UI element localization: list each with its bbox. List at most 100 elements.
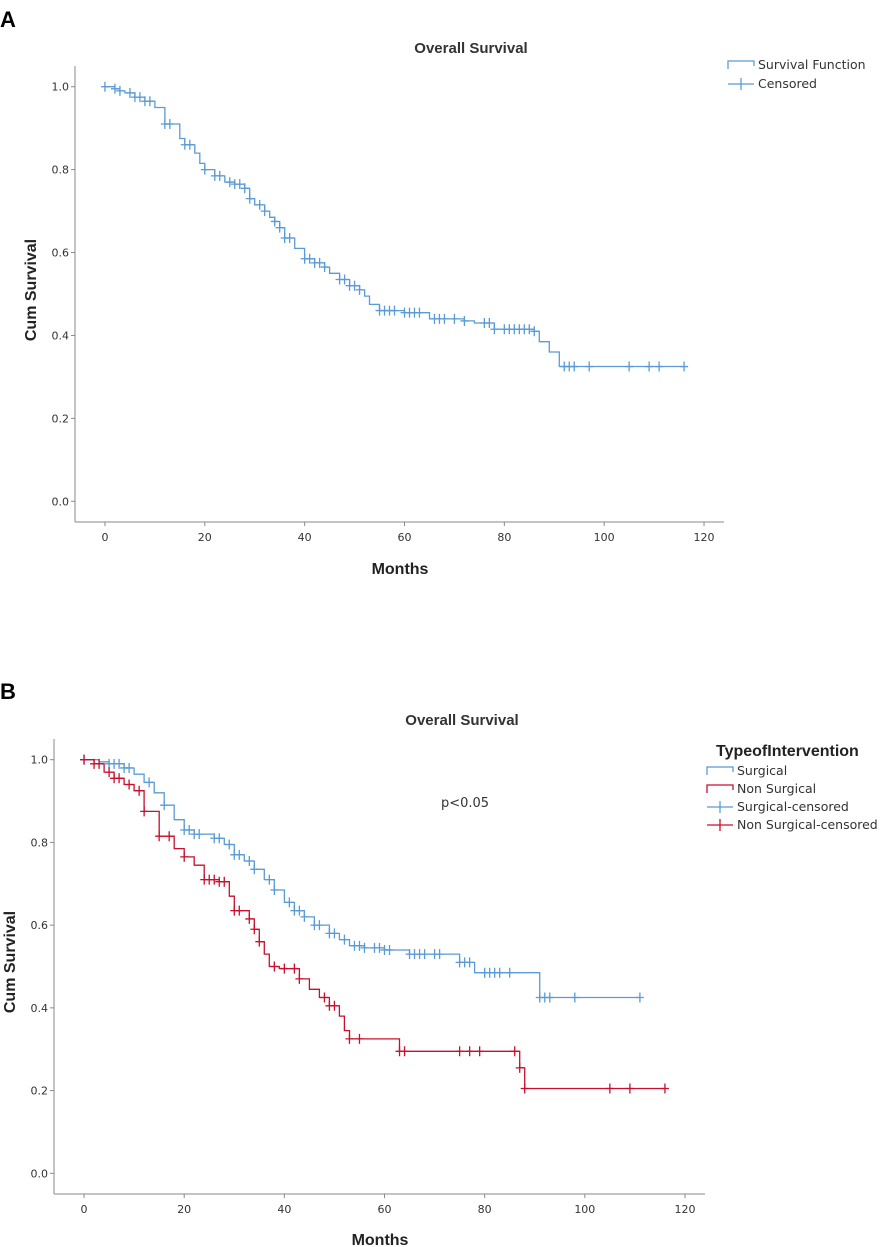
censored-mark (285, 897, 294, 908)
legend-entry: Non Surgical-censored (737, 817, 878, 832)
x-tick-label: 100 (574, 1203, 595, 1216)
censored-mark (340, 274, 349, 285)
censored-mark (400, 1046, 409, 1057)
censored-mark (435, 949, 444, 960)
chart-panel-a: A Overall Survival 0.0 0.2 0.4 0.6 0.8 1.0 0 20 40… (0, 7, 866, 578)
legend-censored-icon (707, 819, 733, 831)
censored-mark (215, 833, 224, 844)
censored-mark (530, 326, 539, 337)
censored-mark (315, 920, 324, 931)
censored-mark (440, 313, 449, 324)
censored-mark (280, 963, 289, 974)
censored-mark (645, 361, 654, 372)
censored-mark (315, 257, 324, 268)
censored-mark (225, 177, 234, 188)
censored-mark (485, 318, 494, 329)
censored-mark (80, 754, 89, 765)
censored-mark (160, 800, 169, 811)
legend-entry: Surgical (737, 763, 787, 778)
panel-label: B (0, 679, 16, 704)
censored-mark (235, 905, 244, 916)
censored-mark (320, 992, 329, 1003)
censored-mark (115, 758, 124, 769)
censored-mark (295, 905, 304, 916)
censored-mark (145, 777, 154, 788)
censored-mark (515, 1062, 524, 1073)
censored-mark (635, 992, 644, 1003)
censored-mark (125, 779, 134, 790)
chart-panel-b: B Overall Survival 0.0 0.2 0.4 0.6 0.8 1.0 0 20 40… (0, 679, 878, 1247)
legend-entry: Survival Function (758, 57, 866, 72)
legend-step-icon (706, 766, 734, 775)
censored-mark (235, 179, 244, 190)
x-tick-label: 120 (694, 531, 715, 544)
y-tick-label: 0.0 (31, 1167, 49, 1180)
censored-mark (340, 934, 349, 945)
survival-curve-survival-function (105, 86, 685, 368)
censored-mark (185, 139, 194, 150)
survival-curve-surgical (84, 759, 640, 999)
x-tick-label: 100 (594, 531, 615, 544)
censored-mark (255, 199, 264, 210)
y-tick-label: 0.8 (31, 836, 49, 849)
censored-mark (290, 963, 299, 974)
censored-mark (225, 839, 234, 850)
censored-mark (660, 1083, 669, 1094)
censored-mark (355, 284, 364, 295)
censored-mark (155, 831, 164, 842)
y-tick-label: 0.6 (52, 247, 70, 260)
censored-mark (95, 758, 104, 769)
y-tick-label: 0.6 (31, 919, 49, 932)
censored-mark (245, 193, 254, 204)
censored-mark (250, 924, 259, 935)
legend-step-icon (706, 784, 734, 793)
censored-mark (180, 851, 189, 862)
legend-entry: Censored (758, 76, 817, 91)
x-tick-label: 60 (378, 1203, 392, 1216)
censored-mark (185, 825, 194, 835)
panel-label: A (0, 7, 16, 32)
censored-mark (110, 83, 119, 94)
censored-mark (270, 961, 279, 972)
y-tick-label: 0.2 (31, 1085, 49, 1098)
censored-mark (570, 992, 579, 1003)
censored-mark (165, 831, 174, 842)
x-tick-label: 60 (397, 531, 411, 544)
censored-mark (200, 164, 209, 175)
legend-title: TypeofIntervention (716, 743, 859, 760)
censored-mark (195, 829, 204, 840)
censored-mark (655, 361, 664, 372)
censored-mark (455, 1046, 464, 1057)
legend-entry: Non Surgical (737, 781, 816, 796)
censored-mark (115, 85, 124, 96)
censored-mark (240, 183, 249, 194)
censored-mark (625, 361, 634, 372)
censored-mark (570, 361, 579, 372)
censored-mark (465, 1046, 474, 1057)
survival-curve-non-surgical (84, 759, 665, 1090)
censored-mark (135, 785, 144, 796)
censored-mark (680, 361, 689, 372)
censored-mark (300, 911, 309, 922)
censored-mark (235, 849, 244, 860)
legend-entry: Surgical-censored (737, 799, 849, 814)
censored-mark (105, 767, 114, 778)
x-tick-label: 40 (277, 1203, 291, 1216)
censored-mark (265, 874, 274, 885)
censored-mark (250, 864, 259, 875)
censored-mark (355, 1033, 364, 1044)
x-tick-label: 80 (497, 531, 511, 544)
censored-mark (475, 1046, 484, 1057)
censored-mark (415, 307, 424, 318)
censored-mark (210, 874, 219, 885)
x-tick-label: 40 (298, 531, 312, 544)
censored-mark (140, 806, 149, 817)
y-tick-label: 0.0 (52, 495, 70, 508)
censored-mark (525, 324, 534, 335)
censored-mark (350, 280, 359, 291)
censored-mark (625, 1083, 634, 1094)
y-tick-label: 1.0 (52, 81, 70, 94)
censored-mark (165, 119, 174, 130)
y-axis-title: Cum Survival (2, 911, 19, 1013)
censored-mark (390, 305, 399, 316)
